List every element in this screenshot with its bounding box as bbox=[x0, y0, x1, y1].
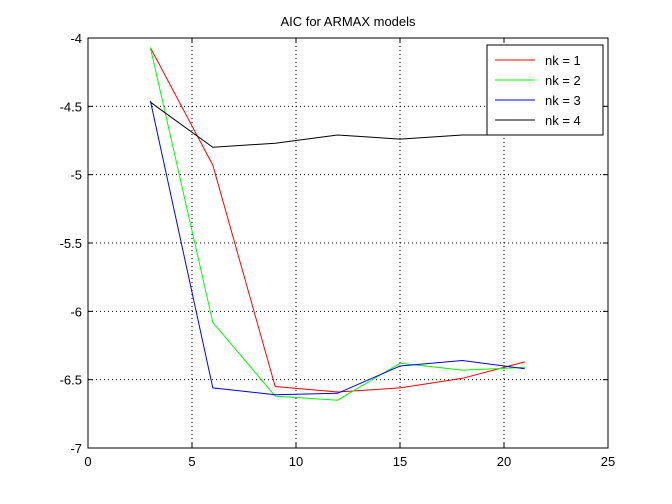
y-tick-label: -6 bbox=[70, 304, 82, 319]
legend-label-nk-1: nk = 1 bbox=[545, 53, 581, 68]
tick-labels: 0 5 10 15 20 25 -7 -6.5 -6 -5.5 -5 -4.5 -4 bbox=[60, 31, 616, 469]
legend-label-nk-2: nk = 2 bbox=[545, 73, 581, 88]
legend: nk = 1 nk = 2 nk = 3 nk = 4 bbox=[486, 44, 604, 136]
legend-label-nk-4: nk = 4 bbox=[545, 113, 581, 128]
series-layer bbox=[149, 47, 525, 401]
ticks bbox=[87, 37, 609, 449]
chart-title: AIC for ARMAX models bbox=[280, 14, 416, 29]
legend-label-nk-3: nk = 3 bbox=[545, 93, 581, 108]
x-tick-label: 5 bbox=[188, 454, 195, 469]
series-line-nk-4 bbox=[150, 101, 525, 148]
series-line-nk-3 bbox=[149, 100, 525, 396]
series-line-nk-1 bbox=[149, 47, 525, 393]
y-tick-label: -5.5 bbox=[60, 236, 82, 251]
y-tick-label: -4.5 bbox=[60, 99, 82, 114]
x-tick-label: 20 bbox=[497, 454, 511, 469]
x-tick-label: 10 bbox=[289, 454, 303, 469]
y-tick-label: -7 bbox=[70, 441, 82, 456]
y-tick-label: -5 bbox=[70, 168, 82, 183]
y-tick-label: -6.5 bbox=[60, 373, 82, 388]
x-tick-label: 15 bbox=[393, 454, 407, 469]
series-line-nk-2 bbox=[149, 47, 525, 401]
y-tick-label: -4 bbox=[70, 31, 82, 46]
x-tick-label: 0 bbox=[84, 454, 91, 469]
x-tick-label: 25 bbox=[601, 454, 615, 469]
grid bbox=[88, 38, 608, 448]
